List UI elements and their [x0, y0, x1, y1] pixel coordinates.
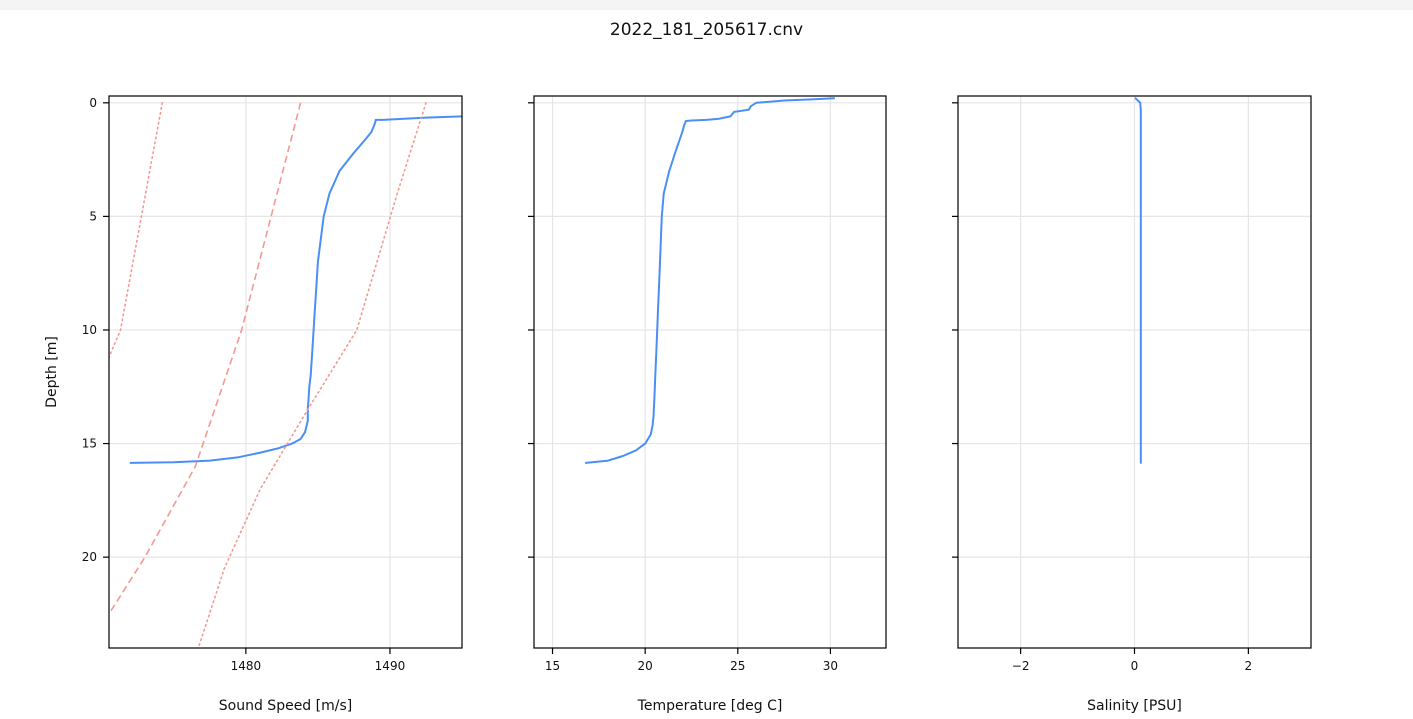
x-axis-label: Temperature [deg C] — [637, 698, 783, 714]
x-tick-label: 30 — [823, 659, 838, 673]
x-axis-label: Salinity [PSU] — [1087, 698, 1182, 714]
window-top-strip — [0, 0, 1413, 10]
y-tick-label: 15 — [82, 437, 97, 451]
x-tick-label: 0 — [1131, 659, 1139, 673]
x-tick-label: 15 — [545, 659, 560, 673]
x-tick-label: 25 — [730, 659, 745, 673]
y-tick-label: 20 — [82, 550, 97, 564]
x-tick-label: 20 — [638, 659, 653, 673]
y-tick-label: 0 — [89, 96, 97, 110]
profile-line — [1134, 97, 1142, 464]
y-tick-label: 10 — [82, 323, 97, 337]
x-tick-label: 1490 — [375, 659, 406, 673]
mean-bound-line — [109, 102, 302, 615]
y-axis-label: Depth [m] — [44, 336, 60, 408]
axes-frame — [108, 95, 463, 649]
limit-bound-line — [197, 102, 427, 648]
profile-line — [584, 97, 836, 464]
figure-title: 2022_181_205617.cnv — [609, 20, 804, 40]
y-tick-label: 5 — [89, 209, 97, 223]
x-tick-label: −2 — [1012, 659, 1030, 673]
x-tick-label: 1480 — [231, 659, 262, 673]
axes-frame — [533, 95, 887, 649]
x-tick-label: 2 — [1245, 659, 1253, 673]
x-axis-label: Sound Speed [m/s] — [219, 698, 352, 714]
profile-line — [129, 115, 462, 464]
limit-bound-line — [109, 102, 164, 358]
